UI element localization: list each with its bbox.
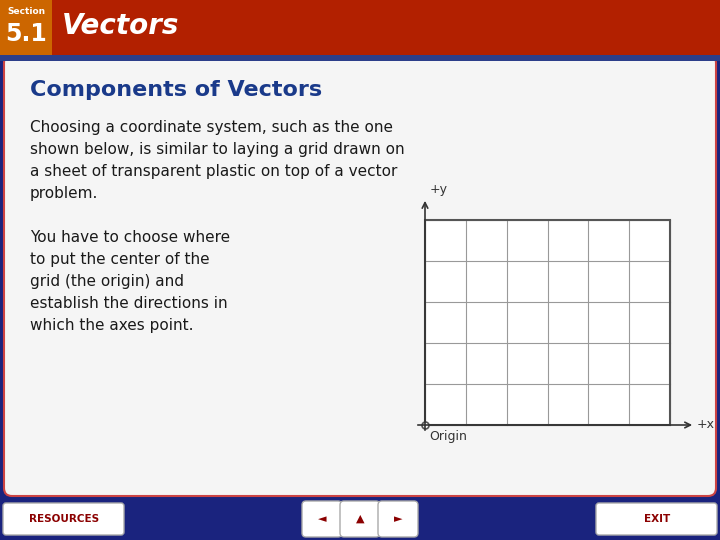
Text: EXIT: EXIT (644, 514, 670, 524)
FancyBboxPatch shape (3, 503, 124, 535)
Text: Section: Section (7, 7, 45, 16)
Text: Components of Vectors: Components of Vectors (30, 80, 322, 100)
Text: ►: ► (394, 514, 402, 524)
FancyBboxPatch shape (596, 503, 717, 535)
Text: to put the center of the: to put the center of the (30, 252, 210, 267)
Text: You have to choose where: You have to choose where (30, 230, 230, 245)
Text: which the axes point.: which the axes point. (30, 318, 194, 333)
Text: 5.1: 5.1 (5, 22, 47, 46)
Text: ▲: ▲ (356, 514, 364, 524)
FancyBboxPatch shape (378, 501, 418, 537)
Text: Origin: Origin (429, 430, 467, 443)
Text: Choosing a coordinate system, such as the one: Choosing a coordinate system, such as th… (30, 120, 393, 135)
Text: ◄: ◄ (318, 514, 326, 524)
FancyBboxPatch shape (0, 0, 720, 55)
Text: shown below, is similar to laying a grid drawn on: shown below, is similar to laying a grid… (30, 142, 405, 157)
FancyBboxPatch shape (0, 55, 720, 61)
Text: +y: +y (430, 183, 448, 196)
FancyBboxPatch shape (0, 498, 720, 540)
Text: RESOURCES: RESOURCES (29, 514, 99, 524)
FancyBboxPatch shape (4, 55, 716, 496)
Text: a sheet of transparent plastic on top of a vector: a sheet of transparent plastic on top of… (30, 164, 397, 179)
FancyBboxPatch shape (340, 501, 380, 537)
FancyBboxPatch shape (0, 0, 52, 55)
Text: +x: +x (697, 418, 715, 431)
FancyBboxPatch shape (302, 501, 342, 537)
Text: problem.: problem. (30, 186, 99, 201)
FancyBboxPatch shape (425, 220, 670, 425)
Text: establish the directions in: establish the directions in (30, 296, 228, 311)
Text: grid (the origin) and: grid (the origin) and (30, 274, 184, 289)
Text: Vectors: Vectors (62, 12, 179, 40)
